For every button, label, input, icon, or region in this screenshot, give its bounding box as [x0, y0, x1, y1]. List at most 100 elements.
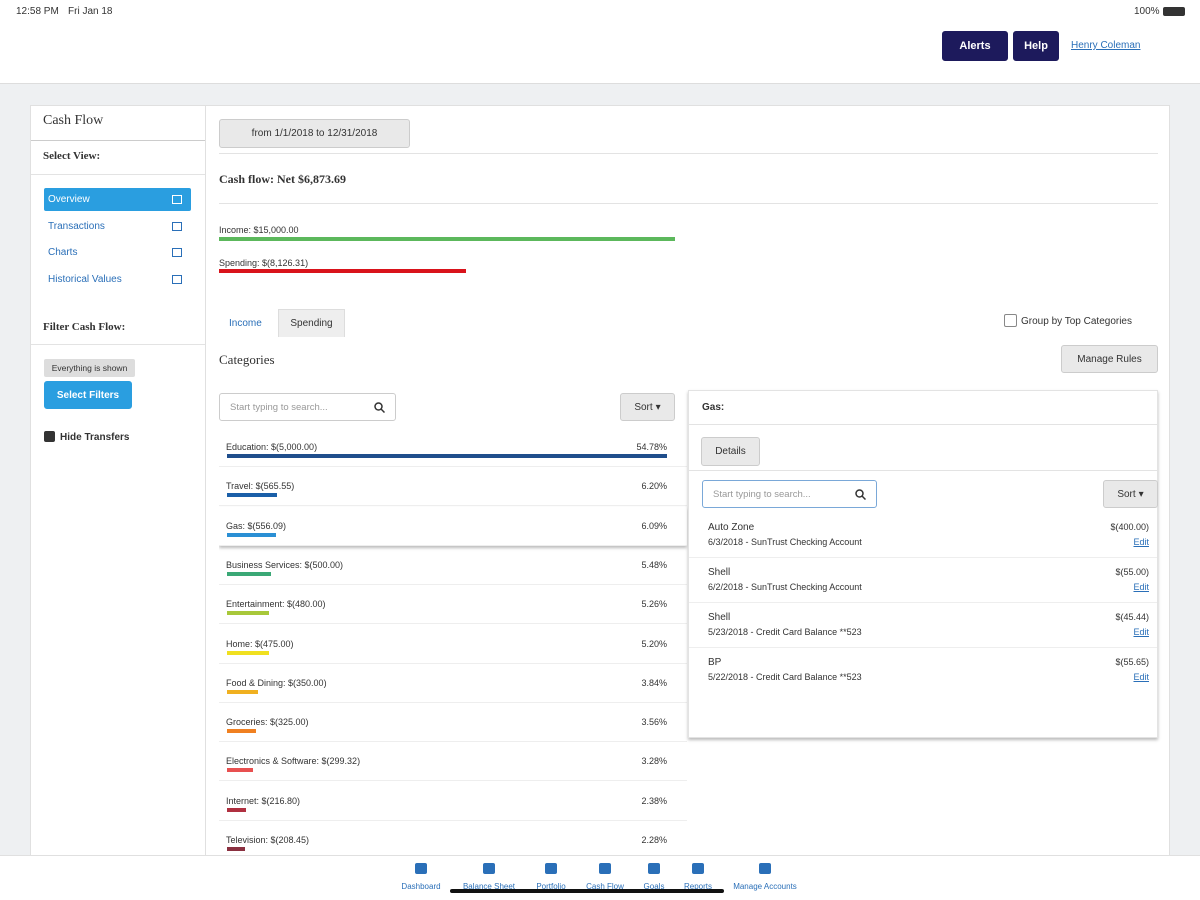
help-button[interactable]: Help	[1013, 31, 1059, 61]
hide-transfers-checkbox[interactable]	[44, 431, 55, 442]
category-label: Business Services: $(500.00)	[226, 559, 344, 570]
search-icon	[855, 488, 866, 500]
edit-link[interactable]: Edit	[1133, 627, 1149, 637]
spending-label: Spending: $(8,126.31)	[219, 258, 309, 268]
transaction-info: 5/22/2018 - Credit Card Balance **523	[708, 672, 862, 682]
user-link[interactable]: Henry Coleman	[1071, 40, 1141, 51]
income-label: Income: $15,000.00	[219, 225, 299, 235]
category-row[interactable]: Internet: $(216.80) 2.38%	[219, 782, 687, 821]
battery-icon	[1163, 7, 1185, 16]
select-view-title: Select View:	[43, 150, 101, 162]
category-search[interactable]: Start typing to search...	[219, 393, 396, 421]
filter-title: Filter Cash Flow:	[43, 321, 126, 333]
category-row[interactable]: Education: $(5,000.00) 54.78%	[219, 428, 687, 467]
category-row[interactable]: Food & Dining: $(350.00) 3.84%	[219, 664, 687, 703]
alerts-label: Alerts	[959, 40, 991, 52]
edit-link[interactable]: Edit	[1133, 582, 1149, 592]
date-range-button[interactable]: from 1/1/2018 to 12/31/2018	[219, 119, 410, 148]
transaction-search[interactable]: Start typing to search...	[702, 480, 877, 508]
manage-rules-button[interactable]: Manage Rules	[1061, 345, 1158, 373]
nav-label[interactable]: Portfolio	[536, 882, 566, 891]
category-share: 3.28%	[641, 756, 667, 767]
category-row[interactable]: Business Services: $(500.00) 5.48%	[219, 546, 687, 585]
help-label: Help	[1024, 40, 1048, 52]
income-bar	[219, 237, 675, 241]
category-row[interactable]: Electronics & Software: $(299.32) 3.28%	[219, 742, 687, 782]
transaction-info: 5/23/2018 - Credit Card Balance **523	[708, 627, 862, 637]
select-filters-button[interactable]: Select Filters	[44, 381, 132, 409]
view-link[interactable]: Charts	[48, 247, 78, 258]
select-filters-label: Select Filters	[56, 389, 120, 401]
category-label: Education: $(5,000.00)	[226, 442, 318, 452]
category-share: 6.09%	[641, 520, 667, 531]
spending-tab[interactable]: Spending	[278, 309, 345, 337]
category-label: Entertainment: $(480.00)	[226, 599, 326, 610]
divider	[31, 344, 205, 345]
view-icon	[172, 221, 182, 231]
transaction-amount: $(45.44)	[1115, 612, 1149, 622]
category-bar	[227, 847, 246, 851]
nav-icon	[759, 863, 771, 874]
status-battery: 100%	[1134, 6, 1160, 17]
sidebar-divider	[205, 105, 206, 865]
category-row[interactable]: Travel: $(565.55) 6.20%	[219, 467, 687, 507]
bottom-nav	[0, 855, 1200, 900]
nav-label[interactable]: Goals	[643, 882, 665, 891]
sort-button[interactable]: Sort ▾	[620, 393, 675, 421]
income-tab[interactable]: Income	[229, 318, 262, 329]
category-share: 5.26%	[641, 599, 667, 610]
detail-title: Gas:	[702, 402, 725, 413]
nav-label[interactable]: Dashboard	[401, 882, 441, 891]
category-share: 2.38%	[641, 795, 667, 806]
category-label: Electronics & Software: $(299.32)	[226, 756, 361, 767]
category-row[interactable]: Groceries: $(325.00) 3.56%	[219, 703, 687, 743]
category-share: 2.28%	[641, 835, 667, 845]
transaction-name: Shell	[708, 567, 731, 578]
edit-link[interactable]: Edit	[1133, 672, 1149, 682]
sort-label: Sort	[1117, 488, 1136, 500]
hide-transfers-label: Hide Transfers	[60, 432, 130, 443]
divider	[219, 153, 1158, 154]
category-row[interactable]: Television: $(208.45) 2.28%	[219, 821, 687, 855]
view-link[interactable]: Historical Values	[48, 273, 122, 285]
category-share: 5.48%	[641, 559, 667, 570]
view-icon	[172, 248, 182, 257]
nav-label[interactable]: Manage Accounts	[733, 882, 797, 891]
nav-icon	[483, 863, 495, 874]
status-time: 12:58 PM	[16, 6, 59, 17]
home-indicator	[450, 889, 724, 893]
category-label: Groceries: $(325.00)	[226, 717, 309, 728]
category-share: 3.56%	[641, 717, 667, 728]
group-by-checkbox[interactable]	[1004, 314, 1017, 327]
category-list: Education: $(5,000.00) 54.78% Travel: $(56…	[219, 428, 688, 855]
category-row[interactable]: Entertainment: $(480.00) 5.26%	[219, 585, 687, 625]
category-row[interactable]: Gas: $(556.09) 6.09%	[219, 506, 687, 546]
divider	[689, 647, 1157, 648]
alerts-button[interactable]: Alerts	[942, 31, 1008, 61]
nav-icon	[648, 863, 660, 874]
category-share: 54.78%	[636, 442, 667, 452]
transaction-info: 6/2/2018 - SunTrust Checking Account	[708, 582, 862, 592]
view-link[interactable]: Overview	[48, 194, 90, 205]
edit-link[interactable]: Edit	[1133, 537, 1149, 547]
nav-label[interactable]: Cash Flow	[586, 882, 624, 891]
nav-icon	[415, 863, 427, 874]
category-bar	[227, 493, 277, 498]
spending-tab-label: Spending	[290, 318, 333, 329]
nav-icon	[545, 863, 557, 874]
view-link[interactable]: Transactions	[48, 220, 105, 232]
details-button[interactable]: Details	[701, 437, 760, 466]
sort-label: Sort	[634, 401, 653, 413]
transaction-name: Shell	[708, 612, 731, 623]
sort-button[interactable]: Sort ▾	[1103, 480, 1158, 508]
category-share: 3.84%	[641, 677, 667, 688]
manage-rules-label: Manage Rules	[1077, 353, 1142, 365]
category-row[interactable]: Home: $(475.00) 5.20%	[219, 625, 687, 664]
category-bar	[227, 650, 269, 655]
nav-label[interactable]: Reports	[683, 882, 712, 891]
search-placeholder: Start typing to search...	[713, 488, 811, 500]
category-bar	[227, 571, 271, 576]
search-icon	[374, 401, 385, 413]
nav-label[interactable]: Balance Sheet	[462, 882, 516, 891]
details-label: Details	[715, 446, 746, 457]
